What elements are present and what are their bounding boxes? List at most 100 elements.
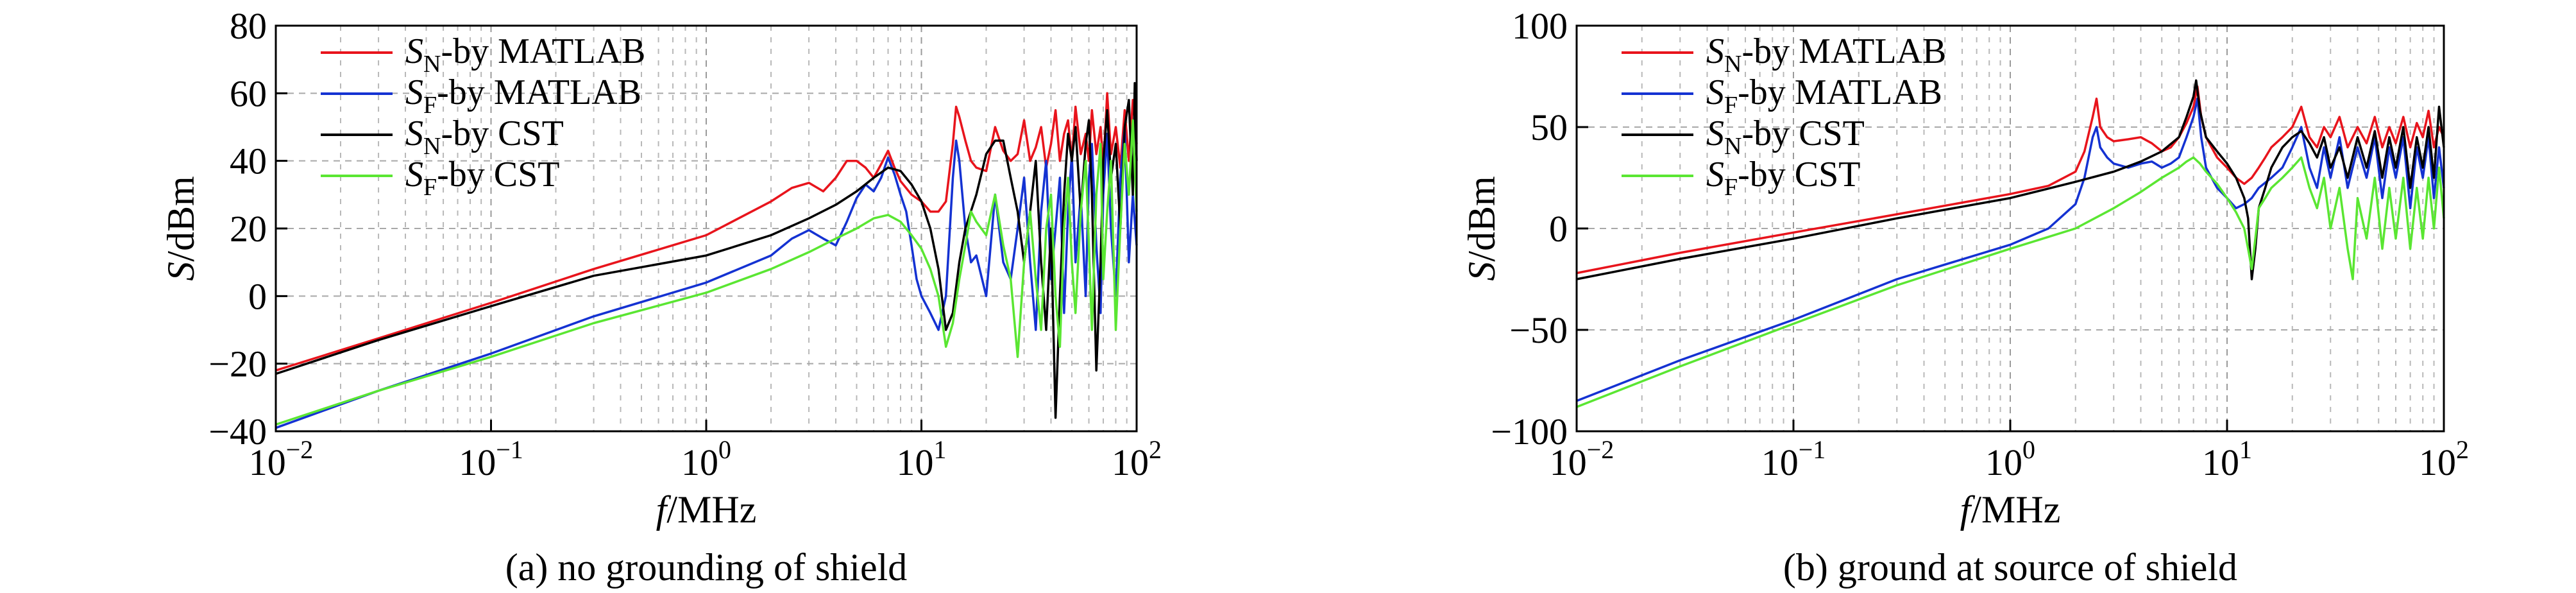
x-tick-base-a: 10 bbox=[897, 442, 934, 483]
legend-label-a-1: SF-by MATLAB bbox=[405, 73, 641, 119]
x-tick-base-a: 10 bbox=[249, 442, 286, 483]
tick-marks-b bbox=[1575, 24, 2445, 433]
x-tick-exp-b: 1 bbox=[2239, 435, 2252, 464]
legend-label-a-0: SN-by MATLAB bbox=[405, 31, 645, 78]
legend-symbol: S bbox=[405, 155, 423, 194]
y-tick-label-b: −100 bbox=[1491, 411, 1568, 452]
x-axis-label-a: f/MHz bbox=[656, 488, 757, 531]
legend-subscript: N bbox=[423, 133, 441, 160]
legend-suffix: -by MATLAB bbox=[441, 31, 645, 71]
y-tick-label-b: 100 bbox=[1512, 5, 1568, 47]
y-tick-label-a: 80 bbox=[230, 5, 267, 47]
y-tick-labels-b: −100 −50 0 50 100 bbox=[1491, 5, 1568, 452]
y-tick-label-a: 60 bbox=[230, 73, 267, 114]
x-tick-base-b: 10 bbox=[2202, 442, 2239, 483]
legend-symbol: S bbox=[1706, 31, 1724, 71]
legend-subscript: N bbox=[1724, 133, 1741, 160]
series-group-b bbox=[1576, 79, 2445, 408]
x-tick-label-a: 102 bbox=[1112, 435, 1162, 483]
y-tick-label-a: −20 bbox=[208, 343, 267, 385]
series-line-b-2 bbox=[1576, 79, 2445, 280]
x-tick-exp-a: 1 bbox=[934, 435, 947, 464]
series-line-b-3 bbox=[1576, 156, 2445, 408]
x-tick-labels-a: 10−2 10−1 100 101 102 bbox=[249, 435, 1162, 483]
caption-b: (b) ground at source of shield bbox=[1783, 546, 2237, 589]
x-tick-label-a: 101 bbox=[897, 435, 947, 483]
legend-subscript: N bbox=[1724, 51, 1741, 78]
x-axis-unit-a: /MHz bbox=[666, 488, 756, 531]
series-line-b-0 bbox=[1576, 85, 2445, 275]
y-tick-label-a: 0 bbox=[248, 275, 267, 317]
legend-symbol: S bbox=[1706, 114, 1724, 153]
y-tick-label-b: 0 bbox=[1549, 208, 1568, 250]
x-tick-label-b: 10−2 bbox=[1550, 435, 1614, 483]
x-tick-base-b: 10 bbox=[1761, 442, 1799, 483]
y-axis-label-b: S/dBm bbox=[1461, 176, 1503, 280]
legend-label-a-2: SN-by CST bbox=[405, 114, 564, 160]
x-tick-base-a: 10 bbox=[1112, 442, 1149, 483]
series-line-b-1 bbox=[1576, 98, 2445, 402]
legend-symbol: S bbox=[405, 73, 423, 112]
x-tick-label-b: 101 bbox=[2202, 435, 2252, 483]
x-tick-exp-b: −1 bbox=[1799, 435, 1826, 464]
y-tick-label-b: −50 bbox=[1509, 309, 1568, 351]
series-line-a-3 bbox=[275, 119, 1138, 426]
legend-subscript: F bbox=[423, 174, 437, 201]
x-axis-label-b: f/MHz bbox=[1960, 488, 2061, 531]
y-axis-unit-b: /dBm bbox=[1461, 176, 1503, 261]
y-axis-var-a: S bbox=[160, 262, 202, 281]
legend-subscript: F bbox=[423, 92, 437, 119]
x-tick-base-b: 10 bbox=[2419, 442, 2456, 483]
x-tick-exp-b: −2 bbox=[1587, 435, 1614, 464]
legend-label-b-1: SF-by MATLAB bbox=[1706, 73, 1942, 119]
legend-label-b-3: SF-by CST bbox=[1706, 155, 1861, 201]
x-tick-label-a: 10−2 bbox=[249, 435, 314, 483]
legend-subscript: F bbox=[1724, 174, 1738, 201]
legend-label-a-3: SF-by CST bbox=[405, 155, 560, 201]
legend-suffix: -by CST bbox=[437, 155, 559, 194]
legend-suffix: -by CST bbox=[1738, 155, 1860, 194]
y-tick-label-b: 50 bbox=[1530, 107, 1568, 148]
x-tick-exp-a: −2 bbox=[286, 435, 314, 464]
x-tick-base-b: 10 bbox=[1550, 442, 1587, 483]
grid-a bbox=[276, 26, 1137, 431]
x-tick-exp-a: −1 bbox=[496, 435, 523, 464]
legend-suffix: -by MATLAB bbox=[1741, 31, 1946, 71]
x-axis-unit-b: /MHz bbox=[1970, 488, 2060, 531]
x-tick-exp-b: 2 bbox=[2456, 435, 2469, 464]
legend-symbol: S bbox=[405, 114, 423, 153]
x-tick-label-b: 102 bbox=[2419, 435, 2469, 483]
legend-suffix: -by MATLAB bbox=[1738, 73, 1942, 112]
x-tick-base-a: 10 bbox=[681, 442, 718, 483]
caption-a: (a) no grounding of shield bbox=[505, 546, 908, 589]
legend-suffix: -by CST bbox=[441, 114, 563, 153]
legend-subscript: N bbox=[423, 51, 441, 78]
y-tick-labels-a: −40 −20 0 20 40 60 80 bbox=[208, 5, 267, 452]
y-axis-var-b: S bbox=[1461, 262, 1503, 281]
x-tick-base-b: 10 bbox=[1985, 442, 2022, 483]
legend-symbol: S bbox=[1706, 155, 1724, 194]
y-tick-label-a: 20 bbox=[230, 208, 267, 250]
legend-symbol: S bbox=[1706, 73, 1724, 112]
x-tick-labels-b: 10−2 10−1 100 101 102 bbox=[1550, 435, 2469, 483]
x-tick-label-a: 100 bbox=[681, 435, 731, 483]
legend-symbol: S bbox=[405, 31, 423, 71]
x-tick-label-b: 100 bbox=[1985, 435, 2035, 483]
y-axis-unit-a: /dBm bbox=[160, 176, 202, 261]
y-tick-label-a: −40 bbox=[208, 411, 267, 452]
series-line-a-0 bbox=[275, 92, 1138, 372]
series-group-a bbox=[275, 82, 1138, 429]
tick-marks-a bbox=[275, 24, 1138, 433]
legend-subscript: F bbox=[1724, 92, 1738, 119]
x-tick-label-b: 10−1 bbox=[1761, 435, 1826, 483]
x-tick-base-a: 10 bbox=[459, 442, 496, 483]
x-tick-exp-b: 0 bbox=[2022, 435, 2035, 464]
legend-label-b-2: SN-by CST bbox=[1706, 114, 1865, 160]
x-tick-exp-a: 2 bbox=[1149, 435, 1162, 464]
grid-b bbox=[1577, 26, 2444, 431]
